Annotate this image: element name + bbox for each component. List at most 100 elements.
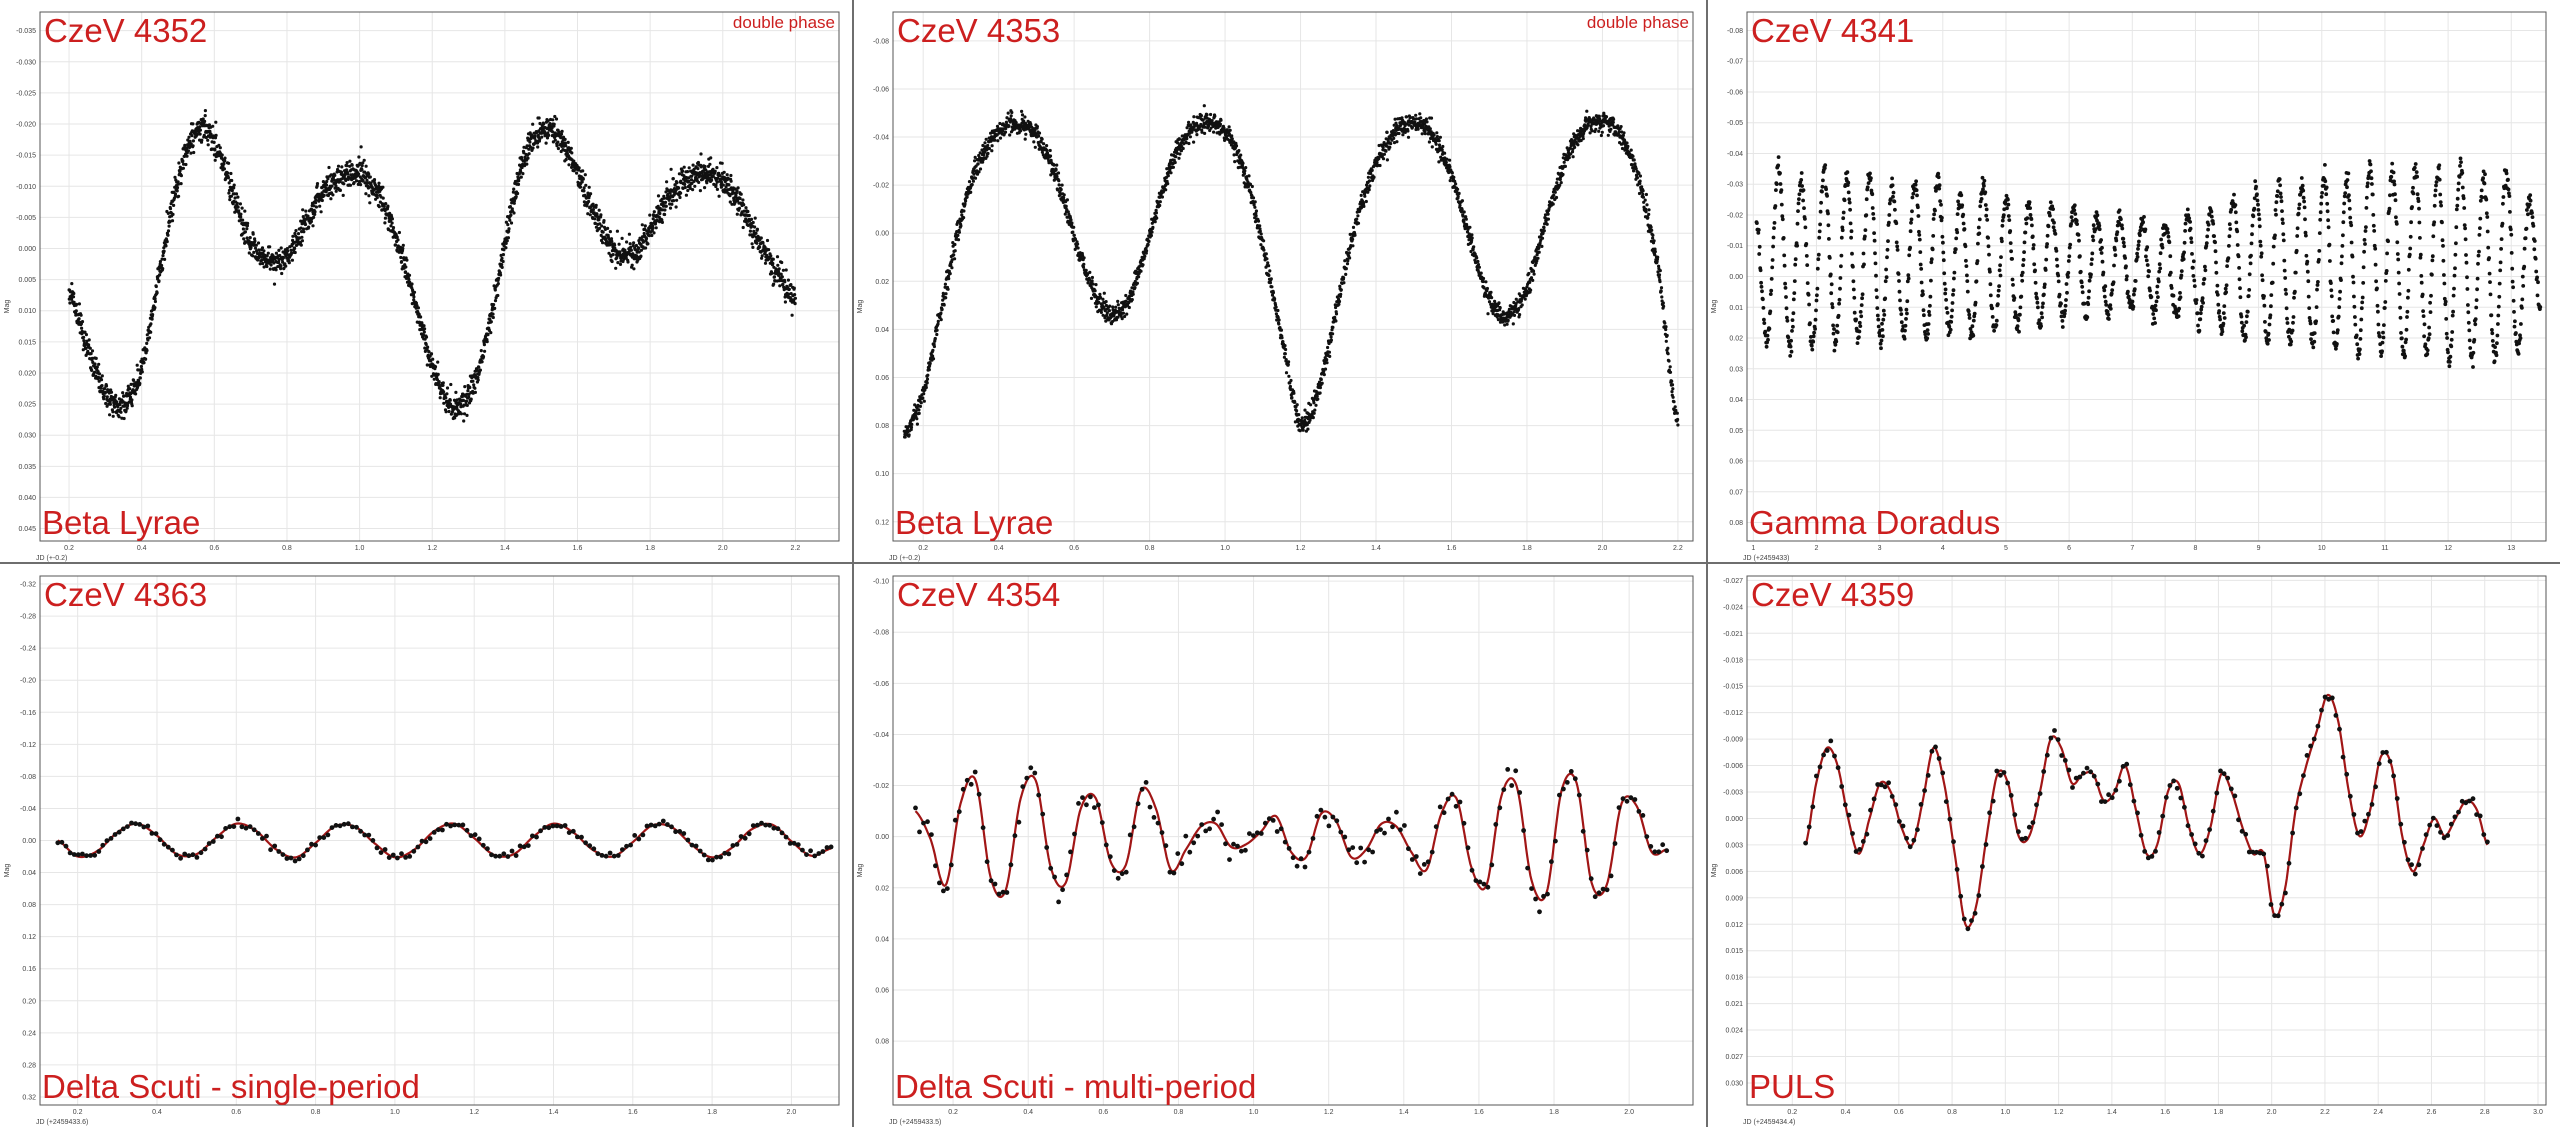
data-point <box>778 284 782 288</box>
data-point <box>710 178 714 182</box>
data-point <box>145 341 149 345</box>
data-point <box>1131 292 1135 296</box>
data-point <box>1179 149 1183 153</box>
data-point <box>1434 142 1438 146</box>
data-point <box>1124 293 1128 298</box>
data-point <box>697 180 701 184</box>
data-point <box>512 201 516 205</box>
y-axis-label: Mag <box>4 300 11 314</box>
data-point <box>559 136 563 140</box>
y-tick-label: -0.025 <box>16 90 36 97</box>
data-point <box>1481 279 1485 284</box>
data-point <box>1394 121 1398 125</box>
data-point <box>1316 397 1320 401</box>
data-point <box>517 179 521 183</box>
data-point <box>226 176 230 180</box>
data-point <box>950 266 954 270</box>
data-point <box>594 203 598 207</box>
data-point <box>1366 190 1370 194</box>
data-point <box>257 248 261 252</box>
data-point <box>279 246 283 250</box>
data-point <box>465 413 469 417</box>
data-point <box>589 192 593 196</box>
data-point <box>414 301 418 305</box>
y-tick-label: -0.08 <box>873 38 889 45</box>
y-tick-label: 0.010 <box>18 308 36 315</box>
data-point <box>544 141 548 145</box>
data-point <box>608 230 613 234</box>
data-point <box>79 313 83 317</box>
data-point <box>598 222 602 226</box>
data-point <box>1331 332 1335 336</box>
data-point <box>531 146 535 150</box>
data-point <box>1567 156 1571 160</box>
data-point <box>786 278 791 282</box>
data-point <box>164 244 168 248</box>
data-point <box>318 204 322 208</box>
data-point <box>663 200 668 204</box>
data-point <box>1237 149 1241 153</box>
data-point <box>442 401 446 405</box>
data-point <box>944 292 948 296</box>
data-point <box>600 224 604 228</box>
data-point <box>1334 319 1338 323</box>
data-point <box>157 279 161 283</box>
data-point <box>528 145 533 149</box>
data-point <box>1275 318 1279 322</box>
data-point <box>1231 144 1235 148</box>
data-point <box>608 243 612 247</box>
data-point <box>670 202 674 206</box>
data-point <box>993 138 997 142</box>
data-point <box>493 299 498 303</box>
data-point <box>1301 428 1305 432</box>
chart-czev4353: -0.08-0.06-0.04-0.020.000.020.040.060.08… <box>857 11 1694 562</box>
data-point <box>1539 238 1543 242</box>
data-point <box>300 235 304 239</box>
chart-czev4352: -0.035-0.030-0.025-0.020-0.015-0.010-0.0… <box>4 11 840 562</box>
data-point <box>509 213 513 217</box>
data-point <box>1555 181 1559 185</box>
data-point <box>416 306 420 310</box>
data-point <box>630 263 634 267</box>
data-point <box>983 141 987 145</box>
data-point <box>93 362 97 366</box>
data-point <box>1065 198 1069 202</box>
data-point <box>357 155 361 159</box>
data-point <box>1146 243 1150 247</box>
data-point <box>166 229 171 233</box>
data-point <box>609 237 614 241</box>
data-point <box>1318 391 1322 395</box>
data-point <box>1538 241 1542 245</box>
data-point <box>389 224 393 228</box>
data-point <box>496 293 500 298</box>
data-point <box>1410 125 1414 129</box>
data-point <box>201 117 205 121</box>
data-point <box>654 226 658 230</box>
data-point <box>618 250 622 254</box>
data-point <box>566 140 570 144</box>
data-point <box>147 336 152 340</box>
data-point <box>207 123 211 127</box>
data-point <box>75 302 79 306</box>
data-point <box>674 205 678 209</box>
data-point <box>601 230 605 234</box>
data-point <box>1094 283 1098 287</box>
data-point <box>70 297 74 301</box>
data-point <box>696 167 700 171</box>
data-point <box>188 139 192 143</box>
data-point <box>594 225 599 229</box>
data-point <box>924 385 928 390</box>
data-point <box>514 195 518 199</box>
data-point <box>1243 169 1247 173</box>
data-point <box>158 273 162 277</box>
data-point <box>751 245 755 249</box>
data-point <box>682 174 686 178</box>
data-point <box>691 163 695 167</box>
data-point <box>525 144 529 148</box>
data-point <box>588 213 592 217</box>
data-point <box>1166 174 1170 178</box>
x-tick-label: 1.2 <box>1296 545 1306 552</box>
data-point <box>299 243 303 247</box>
data-point <box>1023 115 1027 119</box>
data-point <box>493 306 497 310</box>
